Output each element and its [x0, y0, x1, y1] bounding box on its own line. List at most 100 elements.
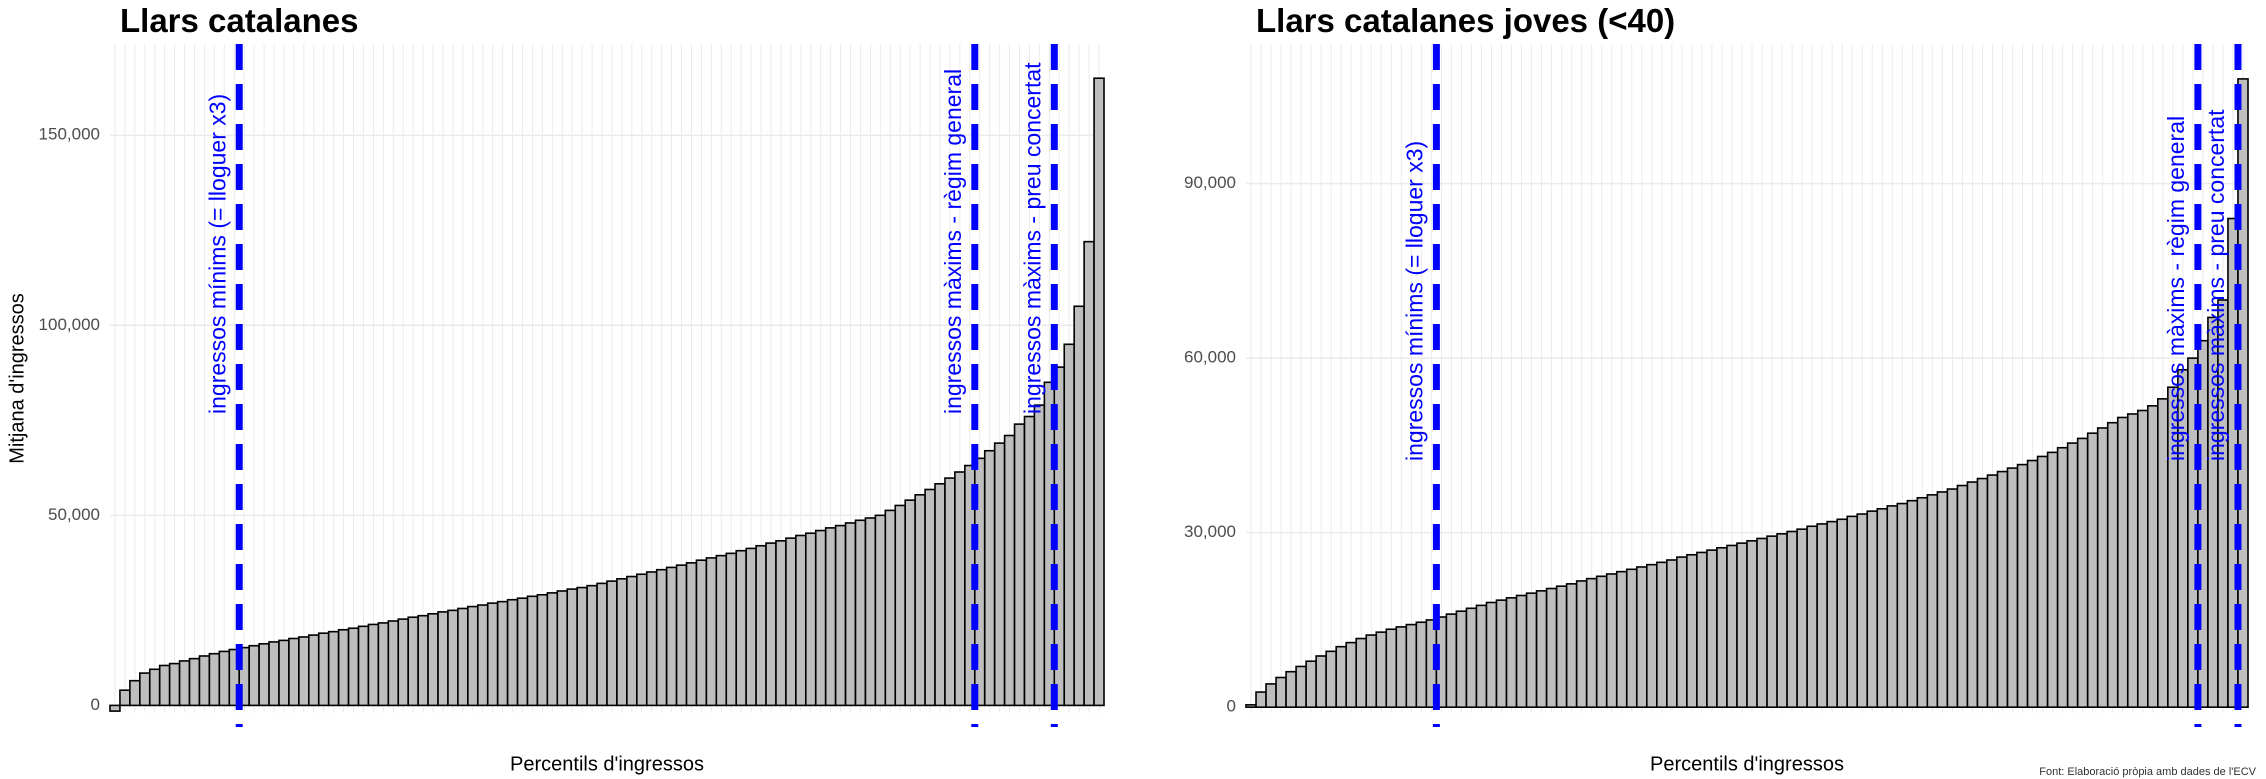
bar — [1405, 623, 1418, 708]
bar — [1876, 508, 1889, 708]
bar — [1063, 343, 1075, 707]
bar — [1315, 655, 1327, 708]
bar — [1515, 594, 1528, 708]
threshold-label: ingressos màxims - preu concertat — [1019, 62, 1045, 414]
bar — [586, 584, 598, 707]
bar — [1676, 556, 1688, 708]
bar — [1896, 502, 1909, 708]
bar — [785, 537, 797, 707]
bar — [437, 611, 449, 707]
bar — [2237, 78, 2249, 708]
bar — [675, 564, 688, 707]
bar — [1946, 488, 1959, 708]
bar — [1635, 566, 1648, 708]
bar — [1886, 505, 1899, 708]
bar — [755, 544, 767, 707]
bar — [467, 605, 479, 707]
bar — [367, 623, 380, 707]
bar — [1615, 570, 1628, 708]
bar — [1776, 533, 1788, 708]
bar — [804, 532, 817, 707]
bar — [1265, 683, 1277, 708]
bar — [1646, 563, 1658, 708]
bar — [278, 639, 290, 707]
bar — [924, 488, 936, 707]
bar — [1305, 660, 1317, 708]
bar — [834, 524, 847, 707]
bar — [1856, 513, 1869, 708]
bar — [1595, 575, 1608, 708]
x-axis-label: Percentils d'ingressos — [510, 753, 704, 775]
bar — [1345, 641, 1358, 708]
bar — [1285, 670, 1297, 708]
bar — [1545, 587, 1558, 708]
bar — [1686, 553, 1698, 708]
bar — [2006, 467, 2019, 708]
bar — [1706, 549, 1718, 708]
bar — [1796, 528, 1808, 708]
bar — [795, 534, 807, 707]
bar — [1325, 650, 1337, 708]
bar — [1926, 494, 1939, 708]
bar — [556, 590, 569, 707]
bar — [188, 657, 201, 707]
bar — [2126, 413, 2139, 708]
bar — [993, 442, 1006, 707]
bar — [1726, 544, 1738, 708]
bar — [1816, 523, 1828, 708]
bar — [874, 514, 887, 707]
bar — [1495, 599, 1508, 708]
y-tick-label: 150,000 — [39, 125, 100, 144]
bar — [1335, 645, 1348, 708]
threshold-label: ingressos màxims - règim general — [2163, 116, 2189, 461]
bar — [2076, 437, 2089, 708]
bar — [1555, 585, 1568, 708]
bar — [685, 562, 698, 707]
bar — [1575, 580, 1588, 708]
bar — [1916, 496, 1929, 708]
bar — [1716, 546, 1728, 708]
y-tick-label: 50,000 — [48, 505, 100, 524]
bar — [198, 655, 211, 707]
bar — [596, 582, 608, 707]
bar — [1956, 484, 1969, 708]
bar — [506, 598, 519, 707]
bar — [178, 660, 191, 707]
bar — [268, 641, 280, 707]
bar — [397, 618, 410, 707]
bar — [317, 632, 330, 707]
bar — [655, 568, 668, 707]
y-tick-label: 90,000 — [1184, 173, 1236, 192]
bar — [1866, 510, 1879, 708]
bar — [1073, 305, 1085, 707]
bar — [417, 614, 429, 707]
bar — [1083, 240, 1095, 707]
bar — [1906, 499, 1919, 708]
y-axis-label: Mitjana d'ingressos — [6, 293, 28, 464]
bar — [387, 620, 400, 707]
bar — [1996, 470, 2009, 708]
threshold-label: ingressos mínims (= lloguer x3) — [1401, 141, 1427, 461]
bar — [944, 477, 956, 707]
bar — [447, 609, 459, 707]
bar — [298, 636, 310, 707]
bar — [934, 482, 946, 707]
x-axis-label: Percentils d'ingressos — [1650, 753, 1844, 775]
bar — [1355, 637, 1368, 708]
bar — [616, 578, 628, 707]
bar — [606, 580, 618, 707]
bar — [1013, 423, 1026, 707]
bar — [2136, 409, 2149, 708]
bar — [357, 625, 370, 707]
bar — [665, 566, 678, 707]
bar — [1295, 665, 1307, 708]
bar — [576, 586, 588, 707]
bar — [1605, 573, 1618, 708]
bar — [457, 607, 469, 707]
bar — [1766, 535, 1778, 708]
bar — [1656, 561, 1668, 708]
bar — [1666, 559, 1678, 708]
bar — [248, 644, 260, 707]
bar — [2046, 451, 2059, 708]
